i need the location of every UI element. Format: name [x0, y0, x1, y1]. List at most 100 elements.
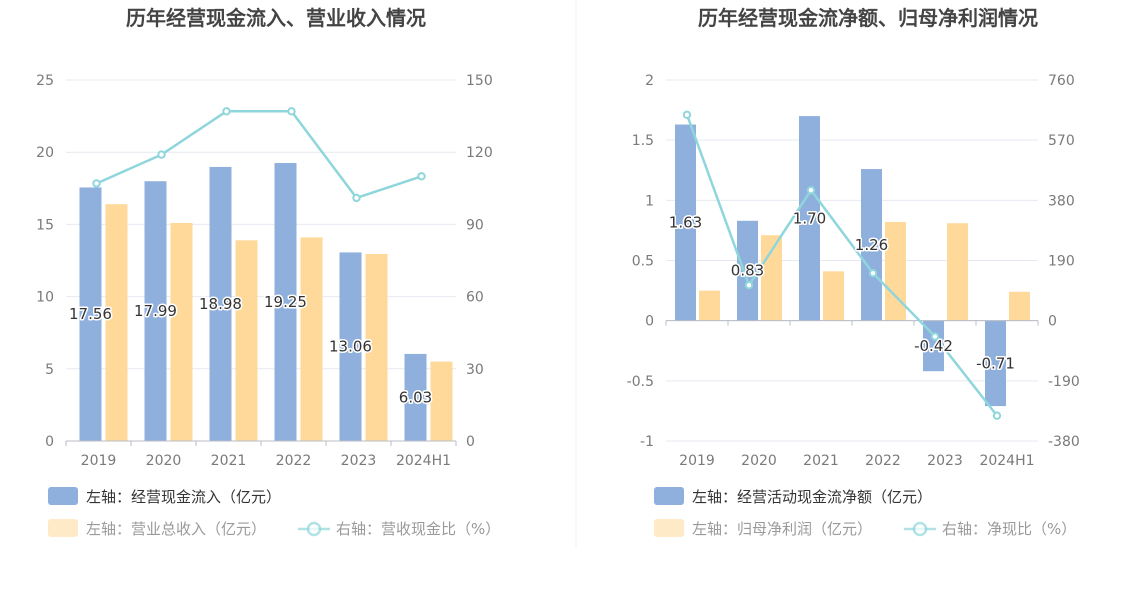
bar-secondary	[823, 271, 844, 321]
x-category-label: 2023	[927, 453, 963, 469]
x-category-label: 2021	[803, 453, 839, 469]
ratio-line-point	[352, 193, 361, 203]
y-left-tick-label: 0	[645, 314, 654, 330]
y-left-tick-label: 20	[36, 145, 54, 161]
y-left-tick-label: 0.5	[632, 254, 654, 270]
y-right-tick-label: 0	[1048, 314, 1057, 330]
legend-item: 左轴：经营现金流入（亿元）	[48, 487, 281, 506]
y-right-tick-label: -380	[1048, 434, 1080, 450]
bar-data-label: 19.25	[264, 293, 307, 311]
legend-item: 左轴：归母净利润（亿元）	[654, 519, 872, 538]
bar-secondary	[170, 222, 193, 441]
legend-item: 左轴：经营活动现金流净额（亿元）	[654, 487, 932, 506]
bar-secondary	[430, 361, 453, 441]
ratio-line-point	[287, 107, 296, 116]
ratio-line-point	[417, 172, 426, 181]
ratio-line-point	[992, 411, 1002, 420]
legend-label: 右轴：净现比（%）	[942, 520, 1076, 538]
x-category-label: 2021	[211, 453, 247, 469]
legend-label: 左轴：营业总收入（亿元）	[86, 520, 266, 538]
bar-secondary	[235, 240, 258, 441]
bar-primary	[404, 353, 427, 441]
bar-secondary	[699, 290, 720, 321]
legend-swatch-point	[306, 521, 322, 537]
x-category-label: 2024H1	[979, 453, 1034, 469]
bar-primary	[274, 163, 297, 441]
y-right-tick-label: 190	[1048, 254, 1075, 270]
bar-secondary	[300, 237, 323, 441]
legend-swatch	[48, 519, 78, 537]
legend-label: 左轴：经营现金流入（亿元）	[86, 488, 281, 506]
chart-title: 历年经营现金流入、营业收入情况	[126, 6, 426, 30]
bar-data-label: 13.06	[329, 338, 372, 356]
legend-item: 右轴：净现比（%）	[904, 520, 1076, 538]
legend-swatch	[48, 487, 78, 505]
y-left-tick-label: 0	[45, 434, 54, 450]
bar-data-label: -0.42	[914, 337, 953, 355]
bar-secondary	[947, 223, 968, 321]
bar-data-label: 17.56	[69, 305, 112, 323]
legend-label: 右轴：营收现金比（%）	[336, 520, 500, 538]
ratio-line-point	[744, 281, 754, 290]
chart-panel-1: 历年经营现金流入、营业收入情况 0 5 10 15 20 25 0 30 60 90 120 150 20…	[36, 6, 500, 538]
legend-swatch	[654, 487, 684, 505]
bar-primary	[339, 252, 362, 441]
y-right-tick-label: 380	[1048, 193, 1075, 209]
bar-data-label: 6.03	[399, 388, 432, 406]
y-left-tick-label: 2	[645, 73, 654, 89]
bar-data-label: 17.99	[134, 302, 177, 320]
y-left-tick-label: 10	[36, 290, 54, 306]
bar-data-label: 1.26	[855, 236, 888, 254]
ratio-line-point	[930, 332, 940, 341]
y-left-tick-label: -1	[640, 434, 654, 450]
ratio-line	[95, 110, 422, 200]
bar-primary	[737, 220, 758, 321]
y-left-tick-label: 15	[36, 217, 54, 233]
bar-primary	[923, 320, 944, 372]
x-category-label: 2024H1	[396, 453, 451, 469]
ratio-line-point	[222, 107, 231, 116]
y-left-tick-label: 1.5	[632, 133, 654, 149]
y-right-tick-label: 60	[466, 290, 484, 306]
legend-label: 左轴：经营活动现金流净额（亿元）	[692, 488, 932, 506]
y-left-tick-label: 1	[645, 193, 654, 209]
y-right-tick-label: -190	[1048, 374, 1080, 390]
x-category-label: 2019	[679, 453, 715, 469]
ratio-line-point	[868, 268, 878, 278]
legend-label: 左轴：归母净利润（亿元）	[692, 520, 872, 538]
chart-panel-2: 历年经营现金流净额、归母净利润情况 -1 -0.5 0 0.5 1 1.5 2 -380 -190…	[627, 6, 1080, 538]
x-category-label: 2019	[81, 453, 117, 469]
legend-swatch-point	[912, 521, 928, 537]
x-category-label: 2022	[276, 453, 312, 469]
legend-swatch	[654, 519, 684, 537]
bar-primary	[799, 116, 820, 321]
x-category-label: 2020	[741, 453, 777, 469]
y-right-tick-label: 760	[1048, 73, 1075, 89]
y-right-tick-label: 30	[466, 362, 484, 378]
ratio-line	[685, 114, 998, 417]
ratio-line-point	[157, 150, 166, 159]
y-left-tick-label: 5	[45, 362, 54, 378]
bar-secondary	[105, 204, 128, 441]
chart-title: 历年经营现金流净额、归母净利润情况	[698, 6, 1038, 30]
y-left-tick-label: 25	[36, 73, 54, 89]
bar-data-label: 0.83	[731, 262, 764, 280]
bar-primary	[675, 124, 696, 321]
x-category-label: 2020	[146, 453, 182, 469]
ratio-line-point	[92, 179, 101, 188]
y-right-tick-label: 0	[466, 434, 475, 450]
y-right-tick-label: 570	[1048, 133, 1075, 149]
bar-primary	[985, 320, 1006, 407]
bar-data-label: -0.71	[976, 354, 1015, 372]
y-right-tick-label: 120	[466, 145, 493, 161]
legend-item: 左轴：营业总收入（亿元）	[48, 519, 266, 538]
bar-primary	[144, 181, 167, 441]
ratio-line-point	[682, 110, 692, 120]
bar-secondary	[1009, 291, 1030, 321]
bar-primary	[79, 187, 102, 441]
bar-primary	[209, 166, 232, 441]
y-right-tick-label: 90	[466, 217, 484, 233]
ratio-line-point	[806, 186, 816, 195]
x-category-label: 2022	[865, 453, 901, 469]
legend-item: 右轴：营收现金比（%）	[298, 520, 500, 538]
